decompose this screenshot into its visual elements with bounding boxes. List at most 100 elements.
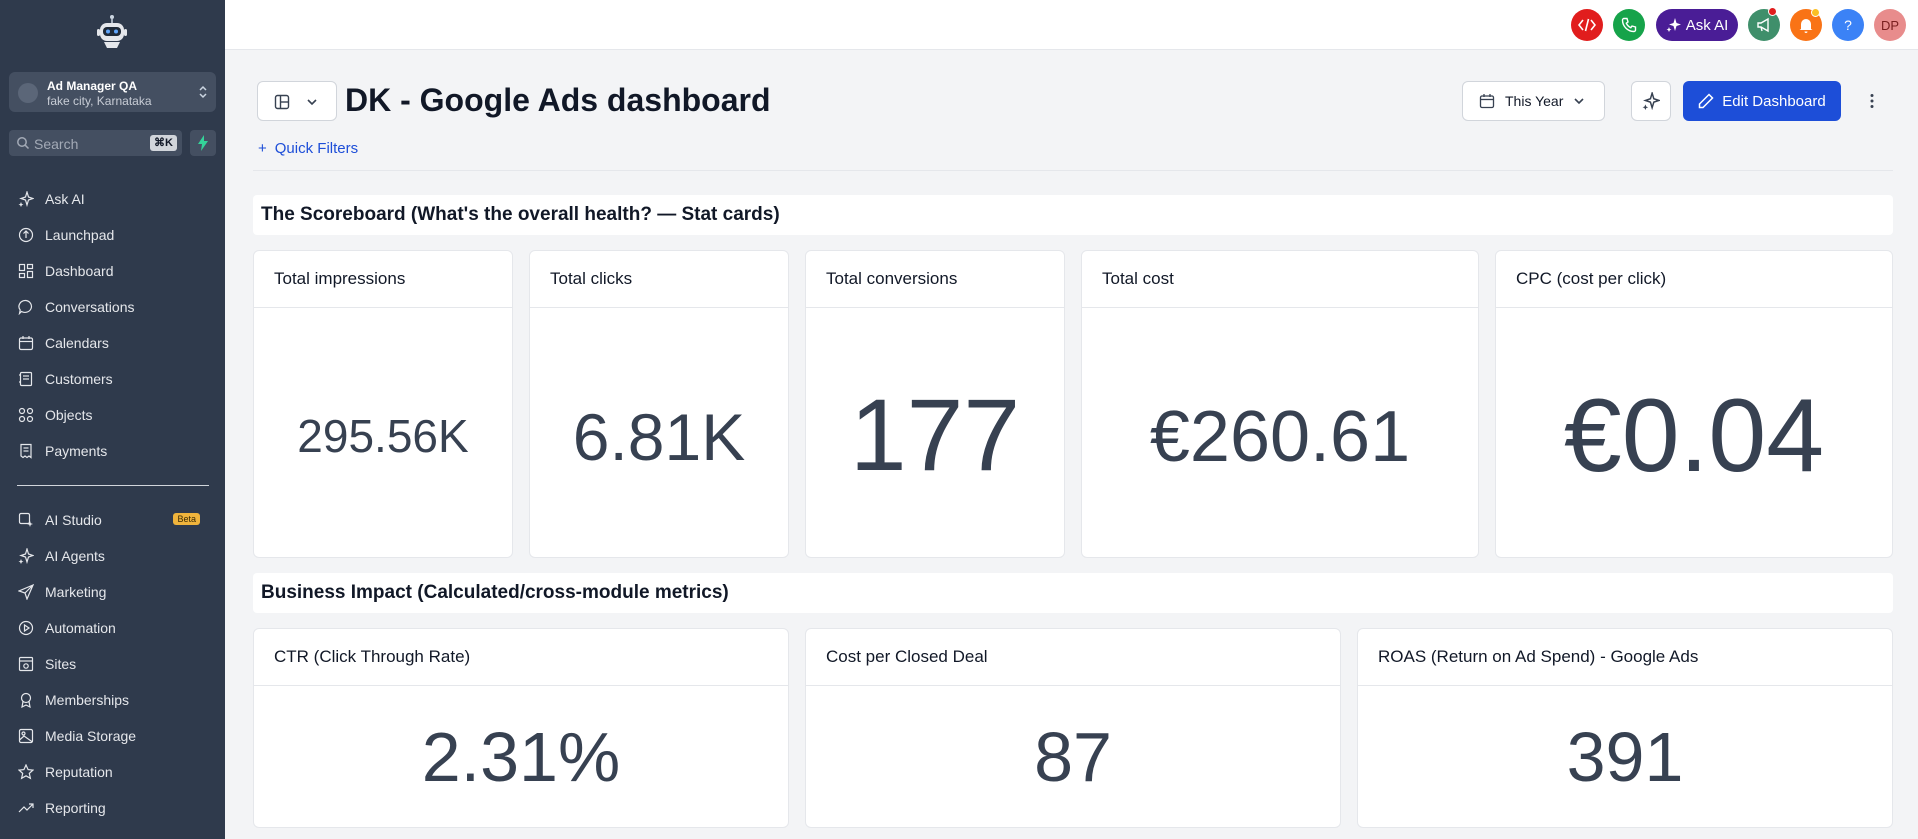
card-title: Total clicks [550, 269, 633, 288]
sidebar-item-label: Objects [45, 407, 93, 423]
beta-badge: Beta [173, 513, 200, 525]
stat-card-total-cost: Total cost €260.61 [1081, 250, 1479, 558]
pencil-icon [1699, 93, 1714, 109]
sidebar-item-reputation[interactable]: Reputation [17, 760, 217, 784]
calendar-icon [1479, 94, 1495, 109]
quick-filters-button[interactable]: + Quick Filters [258, 140, 358, 157]
card-divider [530, 307, 788, 308]
help-button[interactable]: ? [1832, 9, 1864, 41]
location-icon [18, 83, 38, 103]
sites-icon [17, 655, 35, 673]
chat-bubble-icon [17, 298, 35, 316]
sidebar-item-media-storage[interactable]: Media Storage [17, 724, 217, 748]
card-title: Cost per Closed Deal [826, 647, 988, 666]
card-value: €0.04 [1563, 378, 1825, 494]
lightning-icon [198, 135, 208, 151]
sidebar-item-label: Dashboard [45, 263, 114, 279]
search-shortcut: ⌘K [150, 135, 177, 151]
sidebar-item-label: Payments [45, 443, 108, 459]
sidebar-item-ai-agents[interactable]: AI Agents [17, 544, 217, 568]
card-title: ROAS (Return on Ad Spend) - Google Ads [1378, 647, 1699, 666]
stat-card-roas: ROAS (Return on Ad Spend) - Google Ads 3… [1357, 628, 1893, 828]
sidebar-item-dashboard[interactable]: Dashboard [17, 259, 217, 283]
sidebar-item-automation[interactable]: Automation [17, 616, 217, 640]
card-title: Total cost [1102, 269, 1174, 288]
card-value: 391 [1566, 718, 1684, 796]
card-value: 177 [849, 378, 1021, 492]
plus-icon: + [258, 140, 267, 157]
stat-card-total-clicks: Total clicks 6.81K [529, 250, 789, 558]
objects-icon [17, 406, 35, 424]
ai-insights-button[interactable] [1631, 81, 1671, 121]
card-title: CPC (cost per click) [1516, 269, 1667, 288]
help-icon: ? [1844, 17, 1852, 33]
automation-icon [17, 619, 35, 637]
sidebar-item-label: Ask AI [45, 191, 85, 207]
quick-action-button[interactable] [190, 130, 216, 156]
sidebar-item-conversations[interactable]: Conversations [17, 295, 217, 319]
sidebar-item-memberships[interactable]: Memberships [17, 688, 217, 712]
image-icon [17, 727, 35, 745]
card-value: 87 [1034, 718, 1112, 796]
card-divider [1358, 685, 1892, 686]
contacts-icon [17, 370, 35, 388]
card-value: 6.81K [572, 400, 746, 474]
sidebar-item-label: Sites [45, 656, 77, 672]
grid-icon [17, 262, 35, 280]
date-range-selector[interactable]: This Year [1462, 81, 1605, 121]
card-divider [1082, 307, 1478, 308]
page-title: DK - Google Ads dashboard [345, 82, 771, 118]
sidebar-item-launchpad[interactable]: Launchpad [17, 223, 217, 247]
stat-card-total-impressions: Total impressions 295.56K [253, 250, 513, 558]
ask-ai-label: Ask AI [1685, 16, 1729, 34]
sidebar-item-label: Conversations [45, 299, 135, 315]
card-title: Total conversions [826, 269, 958, 288]
card-value: €260.61 [1149, 397, 1411, 477]
sidebar-item-sites[interactable]: Sites [17, 652, 217, 676]
sidebar-item-ai-studio[interactable]: AI Studio Beta [17, 508, 217, 532]
card-divider [806, 307, 1064, 308]
receipt-icon [17, 442, 35, 460]
account-name: Ad Manager QA [47, 79, 138, 93]
section-title-scoreboard: The Scoreboard (What's the overall healt… [253, 195, 1893, 235]
sidebar-item-reporting[interactable]: Reporting [17, 796, 217, 820]
ask-ai-button[interactable]: Ask AI [1656, 9, 1738, 41]
sidebar-item-customers[interactable]: Customers [17, 367, 217, 391]
code-button[interactable] [1571, 9, 1603, 41]
phone-button[interactable] [1613, 9, 1645, 41]
notifications-button[interactable] [1790, 8, 1822, 41]
card-divider [254, 685, 788, 686]
send-icon [17, 583, 35, 601]
account-location: fake city, Karnataka [47, 94, 152, 108]
more-options-button[interactable] [1860, 87, 1884, 115]
megaphone-icon [1757, 17, 1769, 33]
phone-icon [1621, 17, 1637, 33]
calendar-icon [17, 334, 35, 352]
chevron-down-icon [1574, 98, 1584, 105]
card-divider [806, 685, 1340, 686]
layout-selector-button[interactable] [257, 81, 337, 121]
ai-studio-icon [17, 511, 35, 529]
stat-card-total-conversions: Total conversions 177 [805, 250, 1065, 558]
search-input[interactable]: Search ⌘K [9, 130, 182, 156]
account-switcher[interactable]: Ad Manager QA fake city, Karnataka [9, 72, 216, 112]
edit-dashboard-button[interactable]: Edit Dashboard [1683, 81, 1841, 121]
search-icon [17, 137, 30, 150]
sidebar-item-ask-ai[interactable]: Ask AI [17, 187, 217, 211]
sidebar-item-label: Marketing [45, 584, 107, 600]
code-icon [1578, 18, 1596, 32]
card-divider [254, 307, 512, 308]
sidebar-item-label: Automation [45, 620, 116, 636]
announcements-button[interactable] [1748, 7, 1780, 41]
award-icon [17, 691, 35, 709]
avatar-initials: DP [1880, 17, 1900, 33]
trend-icon [17, 799, 35, 817]
sidebar-item-payments[interactable]: Payments [17, 439, 217, 463]
robot-logo-icon[interactable] [95, 14, 129, 50]
sparkle-icon [17, 190, 35, 208]
sidebar-item-label: Customers [45, 371, 113, 387]
sidebar-item-marketing[interactable]: Marketing [17, 580, 217, 604]
user-avatar[interactable]: DP [1874, 9, 1906, 41]
sidebar-item-calendars[interactable]: Calendars [17, 331, 217, 355]
sidebar-item-objects[interactable]: Objects [17, 403, 217, 427]
